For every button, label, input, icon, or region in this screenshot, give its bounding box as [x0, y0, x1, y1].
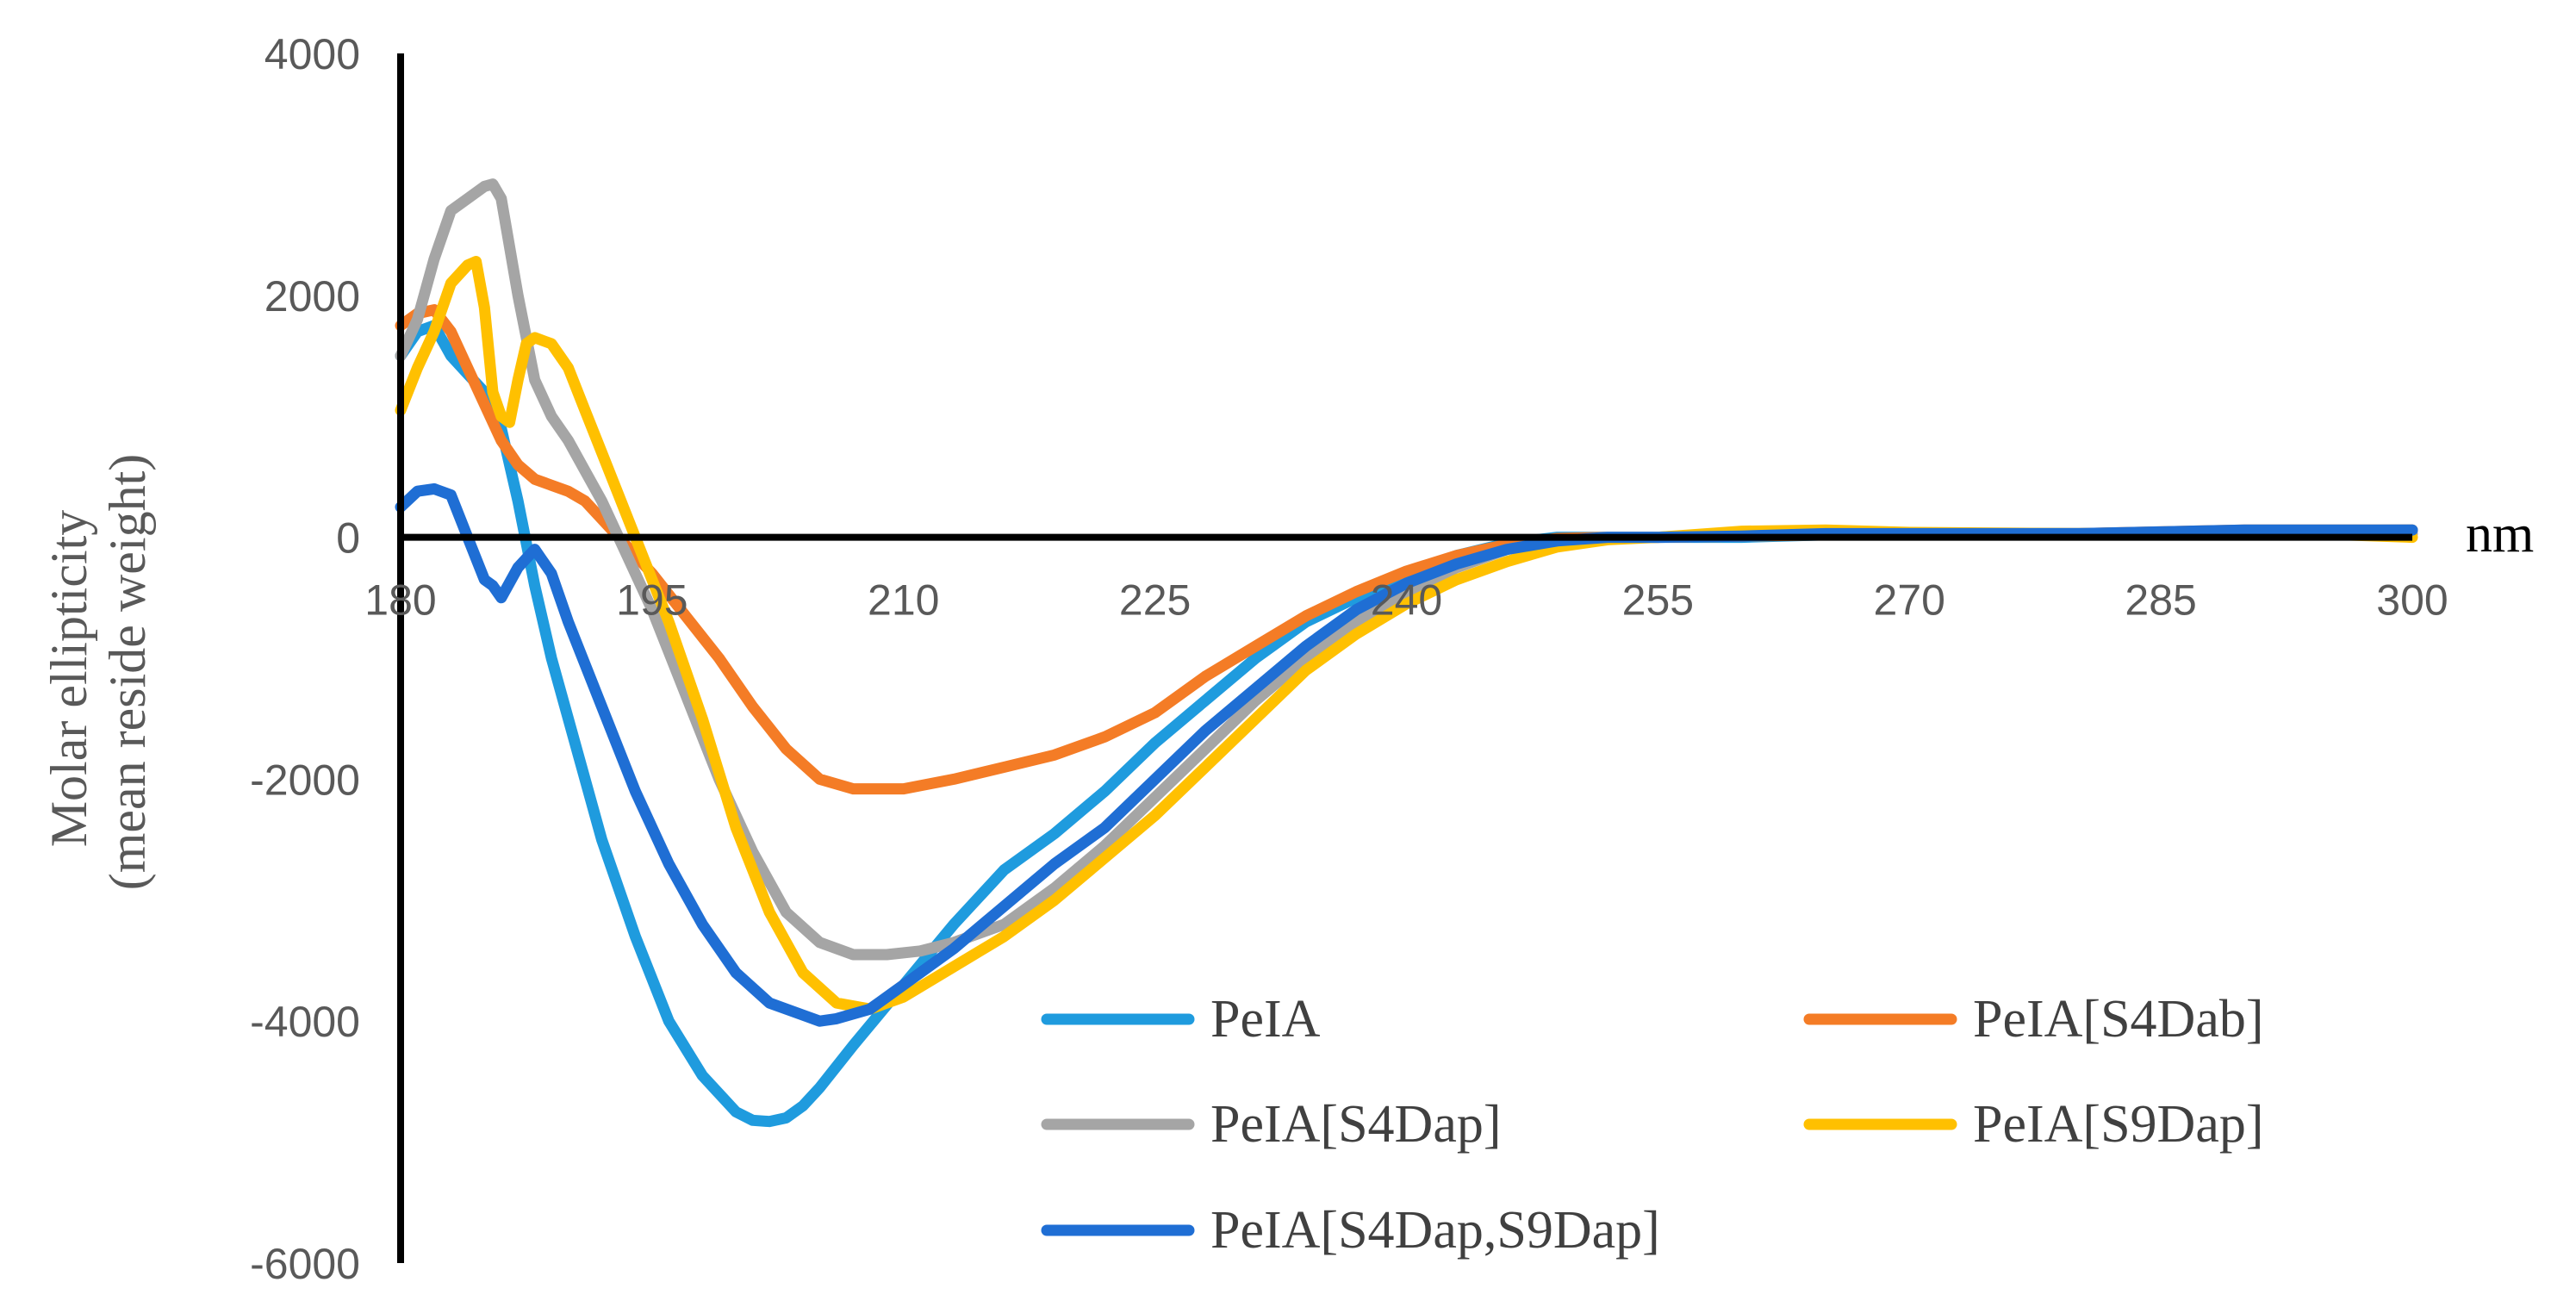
y-tick-label: 0	[336, 514, 360, 563]
y-axis-title-line-1: Molar ellipticity	[40, 510, 97, 848]
y-tick-labels: 4000 2000 0 -2000 -4000 -6000	[250, 30, 360, 1288]
x-tick-labels: 180 195 210 225 240 255 270 285 300	[364, 576, 2448, 625]
y-tick-label: 2000	[264, 272, 360, 321]
y-tick-label: -6000	[250, 1240, 360, 1288]
x-tick-label: 195	[616, 576, 688, 625]
legend: PeIA PeIA[S4Dab] PeIA[S4Dap] PeIA[S9Dap] PeI…	[1041, 990, 2264, 1260]
legend-label: PeIA[S4Dab]	[1973, 990, 2264, 1049]
y-tick-label: 4000	[264, 30, 360, 78]
y-tick-label: -2000	[250, 756, 360, 804]
x-tick-label: 285	[2125, 576, 2196, 625]
x-tick-label: 240	[1371, 576, 1442, 625]
series-curves	[395, 178, 2418, 1128]
x-tick-label: 255	[1622, 576, 1694, 625]
x-tick-label: 300	[2376, 576, 2448, 625]
legend-label: PeIA	[1210, 990, 1321, 1049]
y-axis-title-line-2: (mean reside weight)	[99, 454, 156, 890]
legend-label: PeIA[S9Dap]	[1973, 1095, 2264, 1154]
x-tick-label: 180	[364, 576, 436, 625]
x-tick-label: 225	[1119, 576, 1191, 625]
x-tick-label: 270	[1874, 576, 1945, 625]
x-tick-label: 210	[868, 576, 939, 625]
legend-label: PeIA[S4Dap,S9Dap]	[1210, 1201, 1660, 1260]
x-axis-unit-label: nm	[2466, 505, 2534, 563]
y-axis-title: Molar ellipticity (mean reside weight)	[40, 454, 156, 890]
y-tick-label: -4000	[250, 998, 360, 1046]
legend-label: PeIA[S4Dap]	[1210, 1095, 1502, 1154]
